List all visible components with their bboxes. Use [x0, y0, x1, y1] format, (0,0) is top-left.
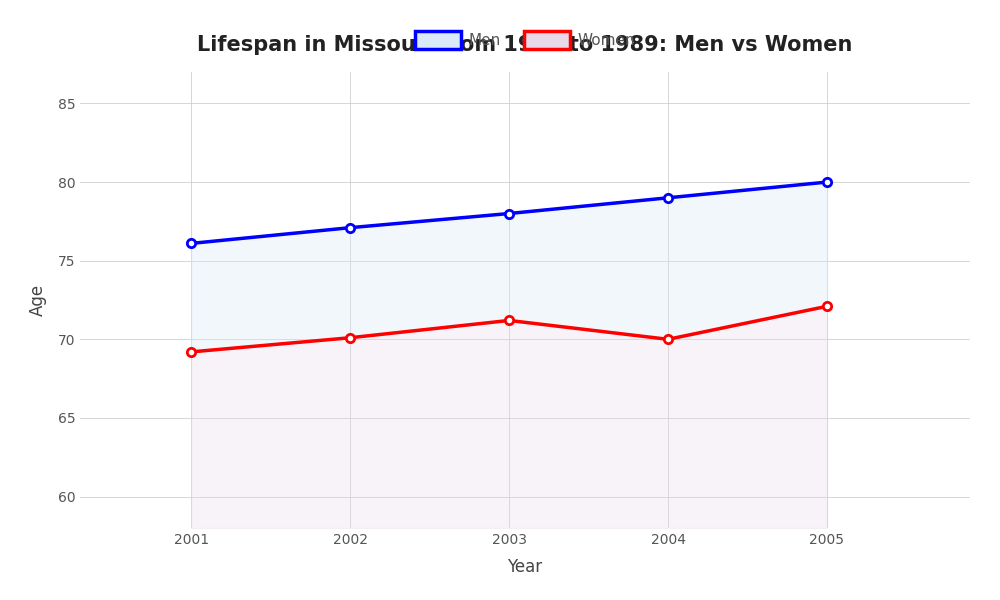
Legend: Men, Women: Men, Women: [409, 25, 641, 55]
Y-axis label: Age: Age: [28, 284, 46, 316]
Title: Lifespan in Missouri from 1969 to 1989: Men vs Women: Lifespan in Missouri from 1969 to 1989: …: [197, 35, 853, 55]
X-axis label: Year: Year: [507, 558, 543, 576]
